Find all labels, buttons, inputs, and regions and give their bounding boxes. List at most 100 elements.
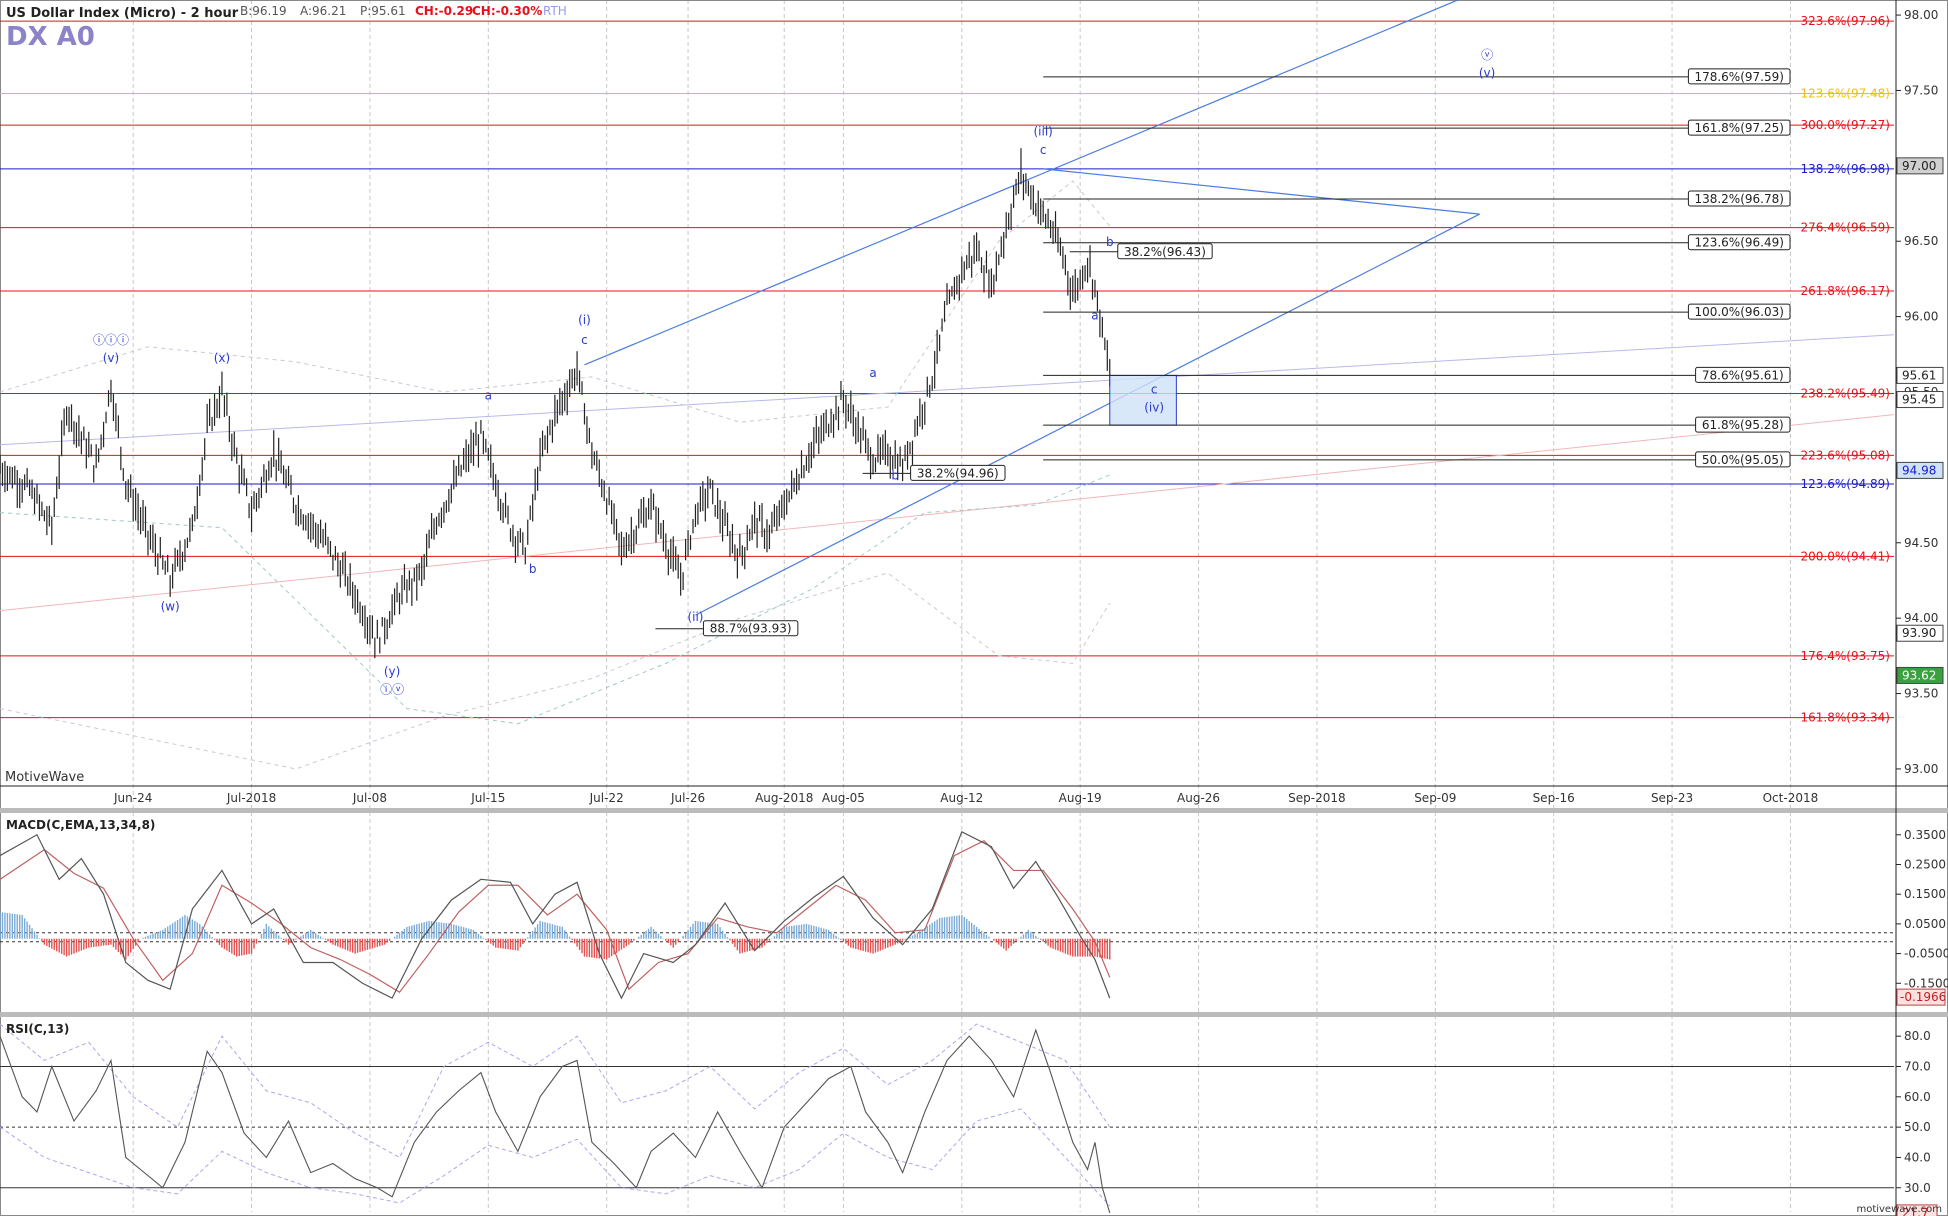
x-tick-label: Aug-19 bbox=[1059, 791, 1102, 805]
x-tick-label: Jul-15 bbox=[470, 791, 505, 805]
fib-label: 276.4%(96.59) bbox=[1801, 221, 1890, 235]
fib-label: 123.6%(94.89) bbox=[1801, 477, 1890, 491]
rsi-tick-label: 40.0 bbox=[1904, 1150, 1931, 1164]
rsi-tick-label: 60.0 bbox=[1904, 1090, 1931, 1104]
retrace-label: 38.2%(94.96) bbox=[917, 466, 999, 480]
motivewave-watermark: MotiveWave bbox=[5, 770, 84, 785]
y-tick-label: 94.50 bbox=[1904, 536, 1938, 550]
y-tick-label: 96.50 bbox=[1904, 234, 1938, 248]
x-tick-label: Jul-2018 bbox=[226, 791, 276, 805]
fib-label: 323.6%(97.96) bbox=[1801, 14, 1890, 28]
price-box-label: 93.90 bbox=[1902, 626, 1936, 640]
y-tick-label: 94.00 bbox=[1904, 611, 1938, 625]
x-tick-label: Aug-12 bbox=[940, 791, 983, 805]
wave-label: ⓘⓘⓘ bbox=[93, 333, 129, 347]
fib-label: 161.8%(93.34) bbox=[1801, 711, 1890, 725]
wave-label: b bbox=[891, 468, 899, 482]
rsi-tick-label: 70.0 bbox=[1904, 1060, 1931, 1074]
rsi-tick-label: 80.0 bbox=[1904, 1029, 1931, 1043]
wave-label: a bbox=[485, 389, 492, 403]
fib-label: 200.0%(94.41) bbox=[1801, 549, 1890, 563]
fib-label: 238.2%(95.49) bbox=[1801, 387, 1890, 401]
y-tick-label: 93.00 bbox=[1904, 762, 1938, 776]
target-label-box bbox=[1687, 68, 1791, 85]
price-box bbox=[1896, 461, 1944, 479]
wave-label: b bbox=[529, 562, 537, 576]
wave-label: ⓥ bbox=[1481, 48, 1493, 62]
macd-tick-label: 0.1500 bbox=[1904, 887, 1946, 901]
price-box-label: 94.98 bbox=[1902, 463, 1936, 477]
price-box bbox=[1896, 624, 1944, 642]
wave-label: (iii) bbox=[1033, 125, 1052, 139]
x-tick-label: Jul-22 bbox=[589, 791, 624, 805]
x-tick-label: Sep-2018 bbox=[1288, 791, 1346, 805]
retrace-label-box bbox=[910, 464, 1006, 481]
wave-label: a bbox=[869, 366, 876, 380]
macd-tick-label: 0.3500 bbox=[1904, 828, 1946, 842]
wave-label: (v) bbox=[1479, 66, 1495, 80]
change-readout: CH:-0.29 bbox=[415, 4, 473, 18]
bollinger-upper bbox=[0, 180, 1111, 423]
wave-label: (w) bbox=[161, 600, 180, 614]
rsi-band-upper bbox=[0, 1023, 1111, 1159]
y-tick-label: 93.50 bbox=[1904, 687, 1938, 701]
macd-title: MACD(C,EMA,13,34,8) bbox=[6, 818, 155, 832]
x-tick-label: Jun-24 bbox=[113, 791, 152, 805]
macd-line bbox=[0, 830, 1111, 1000]
wave-iv-target-zone bbox=[1109, 374, 1177, 426]
target-label: 61.8%(95.28) bbox=[1702, 418, 1784, 432]
target-label-box bbox=[1695, 416, 1791, 433]
rsi-line bbox=[0, 1028, 1111, 1214]
retrace-label-box bbox=[1117, 243, 1213, 260]
wave-label: (ii) bbox=[687, 610, 703, 624]
rsi-tick-label: 50.0 bbox=[1904, 1120, 1931, 1134]
wave-label: (v) bbox=[103, 351, 119, 365]
price-box-label: 95.61 bbox=[1902, 368, 1936, 382]
retrace-label-box bbox=[702, 620, 799, 637]
macd-tick-label: 0.2500 bbox=[1904, 857, 1946, 871]
target-label: 100.0%(96.03) bbox=[1694, 305, 1783, 319]
x-tick-label: Jul-26 bbox=[670, 791, 705, 805]
macd-last-value: -0.1966 bbox=[1900, 990, 1946, 1004]
wave-label: b bbox=[1106, 235, 1114, 249]
x-tick-label: Oct-2018 bbox=[1763, 791, 1819, 805]
x-tick-label: Sep-23 bbox=[1651, 791, 1693, 805]
rsi-band-lower bbox=[0, 1108, 1111, 1207]
fib-label: 123.6%(97.48) bbox=[1801, 86, 1890, 100]
x-tick-label: Aug-2018 bbox=[755, 791, 813, 805]
fib-label: 223.6%(95.08) bbox=[1801, 448, 1890, 462]
fib-label: 138.2%(96.98) bbox=[1801, 162, 1890, 176]
fib-label: 176.4%(93.75) bbox=[1801, 649, 1890, 663]
wave-label: (i) bbox=[578, 313, 591, 327]
x-tick-label: Aug-05 bbox=[822, 791, 865, 805]
wave-label: (iv) bbox=[1144, 401, 1164, 415]
target-label-box bbox=[1687, 234, 1791, 251]
bid-readout: B:96.19 bbox=[240, 4, 287, 18]
x-tick-label: Sep-09 bbox=[1414, 791, 1456, 805]
target-label-box bbox=[1687, 303, 1791, 320]
channel-line-middle bbox=[1043, 168, 1480, 215]
fib-label: 261.8%(96.17) bbox=[1801, 284, 1890, 298]
retrace-label: 88.7%(93.93) bbox=[710, 622, 792, 636]
price-box-label: 93.62 bbox=[1902, 668, 1936, 682]
moving-average bbox=[0, 474, 1110, 725]
trend-line-faint-red bbox=[0, 414, 1895, 612]
macd-tick-label: -0.0500 bbox=[1904, 947, 1948, 961]
wave-label: (x) bbox=[214, 351, 230, 365]
target-label: 138.2%(96.78) bbox=[1694, 192, 1783, 206]
y-tick-label: 96.00 bbox=[1904, 310, 1938, 324]
panel-divider-macd bbox=[0, 808, 1948, 813]
wave-label: a bbox=[1091, 309, 1098, 323]
chart-title: US Dollar Index (Micro) - 2 hour bbox=[6, 6, 239, 21]
fib-label: 300.0%(97.27) bbox=[1801, 118, 1890, 132]
x-tick-label: Sep-16 bbox=[1533, 791, 1575, 805]
wave-label: c bbox=[1151, 383, 1158, 397]
target-label-box bbox=[1695, 366, 1791, 383]
x-tick-label: Jul-08 bbox=[352, 791, 387, 805]
macd-tick-label: -0.1500 bbox=[1904, 976, 1948, 990]
target-label-box bbox=[1695, 451, 1791, 468]
bollinger-lower bbox=[0, 572, 1111, 770]
